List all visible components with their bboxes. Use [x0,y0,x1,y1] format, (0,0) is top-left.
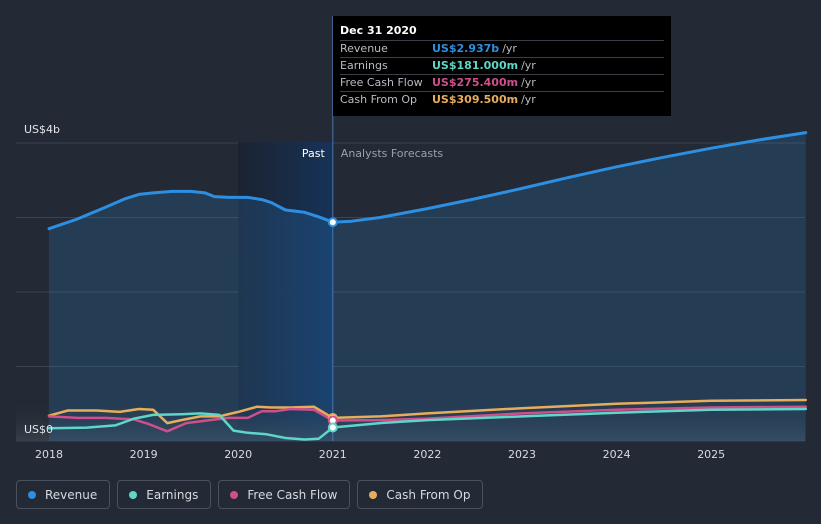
tooltip-unit: /yr [502,42,517,55]
x-tick-label: 2023 [508,448,536,461]
x-tick-label: 2024 [603,448,631,461]
tooltip-row-free-cash-flow: Free Cash Flow US$275.400m /yr [340,74,664,91]
legend-label: Cash From Op [386,487,471,502]
tooltip-unit: /yr [521,76,536,89]
cash-from-op-line [47,398,808,425]
legend-dot-icon [129,490,138,499]
legend-dot-icon [28,490,36,499]
y-axis-max-label: US$4b [24,123,60,136]
tooltip-row-cash-from-op: Cash From Op US$309.500m /yr [340,91,664,108]
y-axis-min-label: US$0 [24,423,53,436]
tooltip-date: Dec 31 2020 [340,24,417,37]
legend-item-cash-from-op[interactable]: Cash From Op [357,480,484,509]
tooltip-row-revenue: Revenue US$2.937b /yr [340,40,664,57]
forecast-label: Analysts Forecasts [341,147,444,160]
revenue-line [47,131,808,231]
legend-label: Revenue [45,487,98,502]
x-tick-label: 2025 [697,448,725,461]
tooltip-value: US$275.400m [432,76,519,89]
tooltip-label: Free Cash Flow [340,76,423,89]
x-tick-label: 2019 [130,448,158,461]
revenue-area [49,132,806,441]
x-tick-label: 2021 [319,448,347,461]
tooltip-label: Earnings [340,59,388,72]
legend-dot-icon [230,490,239,499]
legend-dot-icon [369,490,378,499]
revenue-current-point [327,217,338,228]
tooltip-label: Cash From Op [340,93,418,106]
x-tick-label: 2020 [224,448,252,461]
tooltip-unit: /yr [521,59,536,72]
free-cash-flow-line [47,405,808,433]
legend-item-earnings[interactable]: Earnings [117,480,212,509]
tooltip-label: Revenue [340,42,388,55]
x-tick-label: 2018 [35,448,63,461]
earnings-current-point [327,422,338,433]
tooltip-value: US$2.937b [432,42,500,55]
tooltip-row-earnings: Earnings US$181.000m /yr [340,57,664,74]
legend-label: Free Cash Flow [247,487,338,502]
legend-item-revenue[interactable]: Revenue [16,480,111,509]
x-tick-label: 2022 [413,448,441,461]
tooltip: Dec 31 2020 Revenue US$2.937b /yr Earnin… [333,16,671,116]
tooltip-value: US$309.500m [432,93,519,106]
tooltip-unit: /yr [521,93,536,106]
legend-label: Earnings [146,487,199,502]
legend: Revenue Earnings Free Cash Flow Cash Fro… [16,480,484,509]
earnings-line [47,407,808,441]
past-label: Past [302,147,326,160]
legend-item-free-cash-flow[interactable]: Free Cash Flow [218,480,351,509]
tooltip-value: US$181.000m [432,59,519,72]
highlight-region [238,142,333,441]
